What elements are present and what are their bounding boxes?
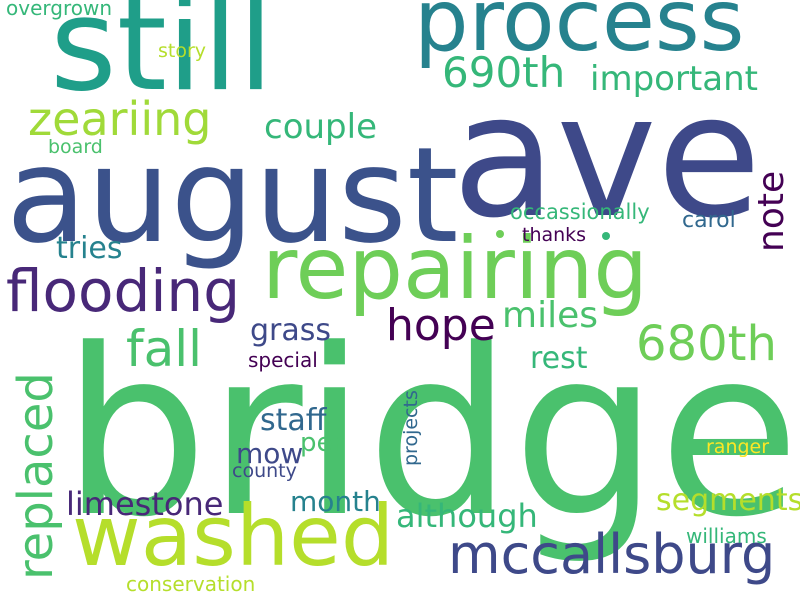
- word-grass: grass: [250, 313, 332, 348]
- word-repairing: repairing: [262, 219, 648, 319]
- word-tries: tries: [56, 231, 123, 266]
- word-month: month: [290, 485, 381, 518]
- word-690th: 690th: [442, 48, 566, 97]
- word-carol: carol: [682, 208, 736, 233]
- word-ave: ave: [452, 58, 762, 256]
- word-replaced: replaced: [8, 372, 64, 580]
- word-staff: staff: [260, 403, 327, 438]
- word-couple: couple: [264, 107, 377, 147]
- dot-mark: [496, 230, 504, 238]
- dot-mark: [602, 232, 610, 240]
- word-flooding: flooding: [6, 257, 241, 325]
- word-bridge: bridge: [62, 301, 800, 568]
- word-williams: williams: [686, 524, 767, 548]
- word-occassionally: occassionally: [510, 200, 650, 224]
- word-680th: 680th: [636, 316, 777, 372]
- word-august: august: [6, 119, 459, 273]
- word-per: per: [300, 428, 344, 458]
- word-still: still: [50, 0, 274, 120]
- word-important: important: [590, 59, 758, 99]
- word-washed: washed: [72, 487, 395, 585]
- word-conservation: conservation: [126, 572, 256, 596]
- word-although: although: [396, 497, 538, 535]
- word-projects: projects: [400, 390, 422, 466]
- word-fall: fall: [126, 320, 203, 378]
- word-thanks: thanks: [522, 224, 587, 246]
- word-zeariing: zeariing: [28, 92, 212, 146]
- word-rest: rest: [530, 341, 588, 376]
- word-county: county: [232, 460, 297, 482]
- word-special: special: [248, 348, 318, 372]
- word-process: process: [414, 0, 745, 71]
- word-miles: miles: [502, 295, 598, 336]
- word-board: board: [48, 136, 103, 158]
- word-limestone: limestone: [66, 485, 224, 523]
- word-note: note: [751, 170, 792, 252]
- word-mow: mow: [236, 437, 304, 470]
- word-overgrown: overgrown: [6, 0, 112, 20]
- word-story: story: [158, 40, 207, 62]
- word-ranger: ranger: [706, 436, 770, 458]
- word-segments: segments: [656, 483, 800, 518]
- word-mccallsburg: mccallsburg: [448, 523, 776, 586]
- word-hope: hope: [386, 300, 496, 351]
